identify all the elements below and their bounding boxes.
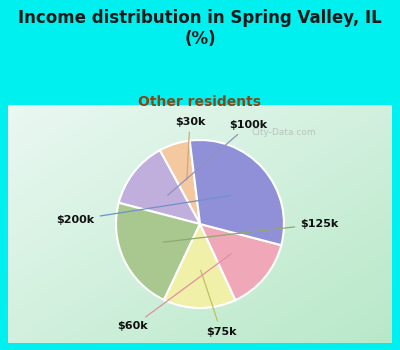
Text: $75k: $75k (201, 270, 236, 336)
Wedge shape (200, 224, 281, 300)
Text: Income distribution in Spring Valley, IL
(%): Income distribution in Spring Valley, IL… (18, 9, 382, 48)
Text: $30k: $30k (175, 117, 205, 180)
Text: Other residents: Other residents (138, 94, 262, 108)
Wedge shape (164, 224, 236, 308)
Text: $125k: $125k (163, 219, 338, 242)
Wedge shape (119, 150, 200, 224)
Wedge shape (190, 140, 284, 245)
Text: City-Data.com: City-Data.com (252, 128, 317, 137)
Wedge shape (116, 203, 200, 300)
Text: $100k: $100k (168, 120, 268, 195)
Wedge shape (160, 141, 200, 224)
Text: $200k: $200k (57, 196, 230, 225)
Text: $60k: $60k (118, 254, 231, 331)
